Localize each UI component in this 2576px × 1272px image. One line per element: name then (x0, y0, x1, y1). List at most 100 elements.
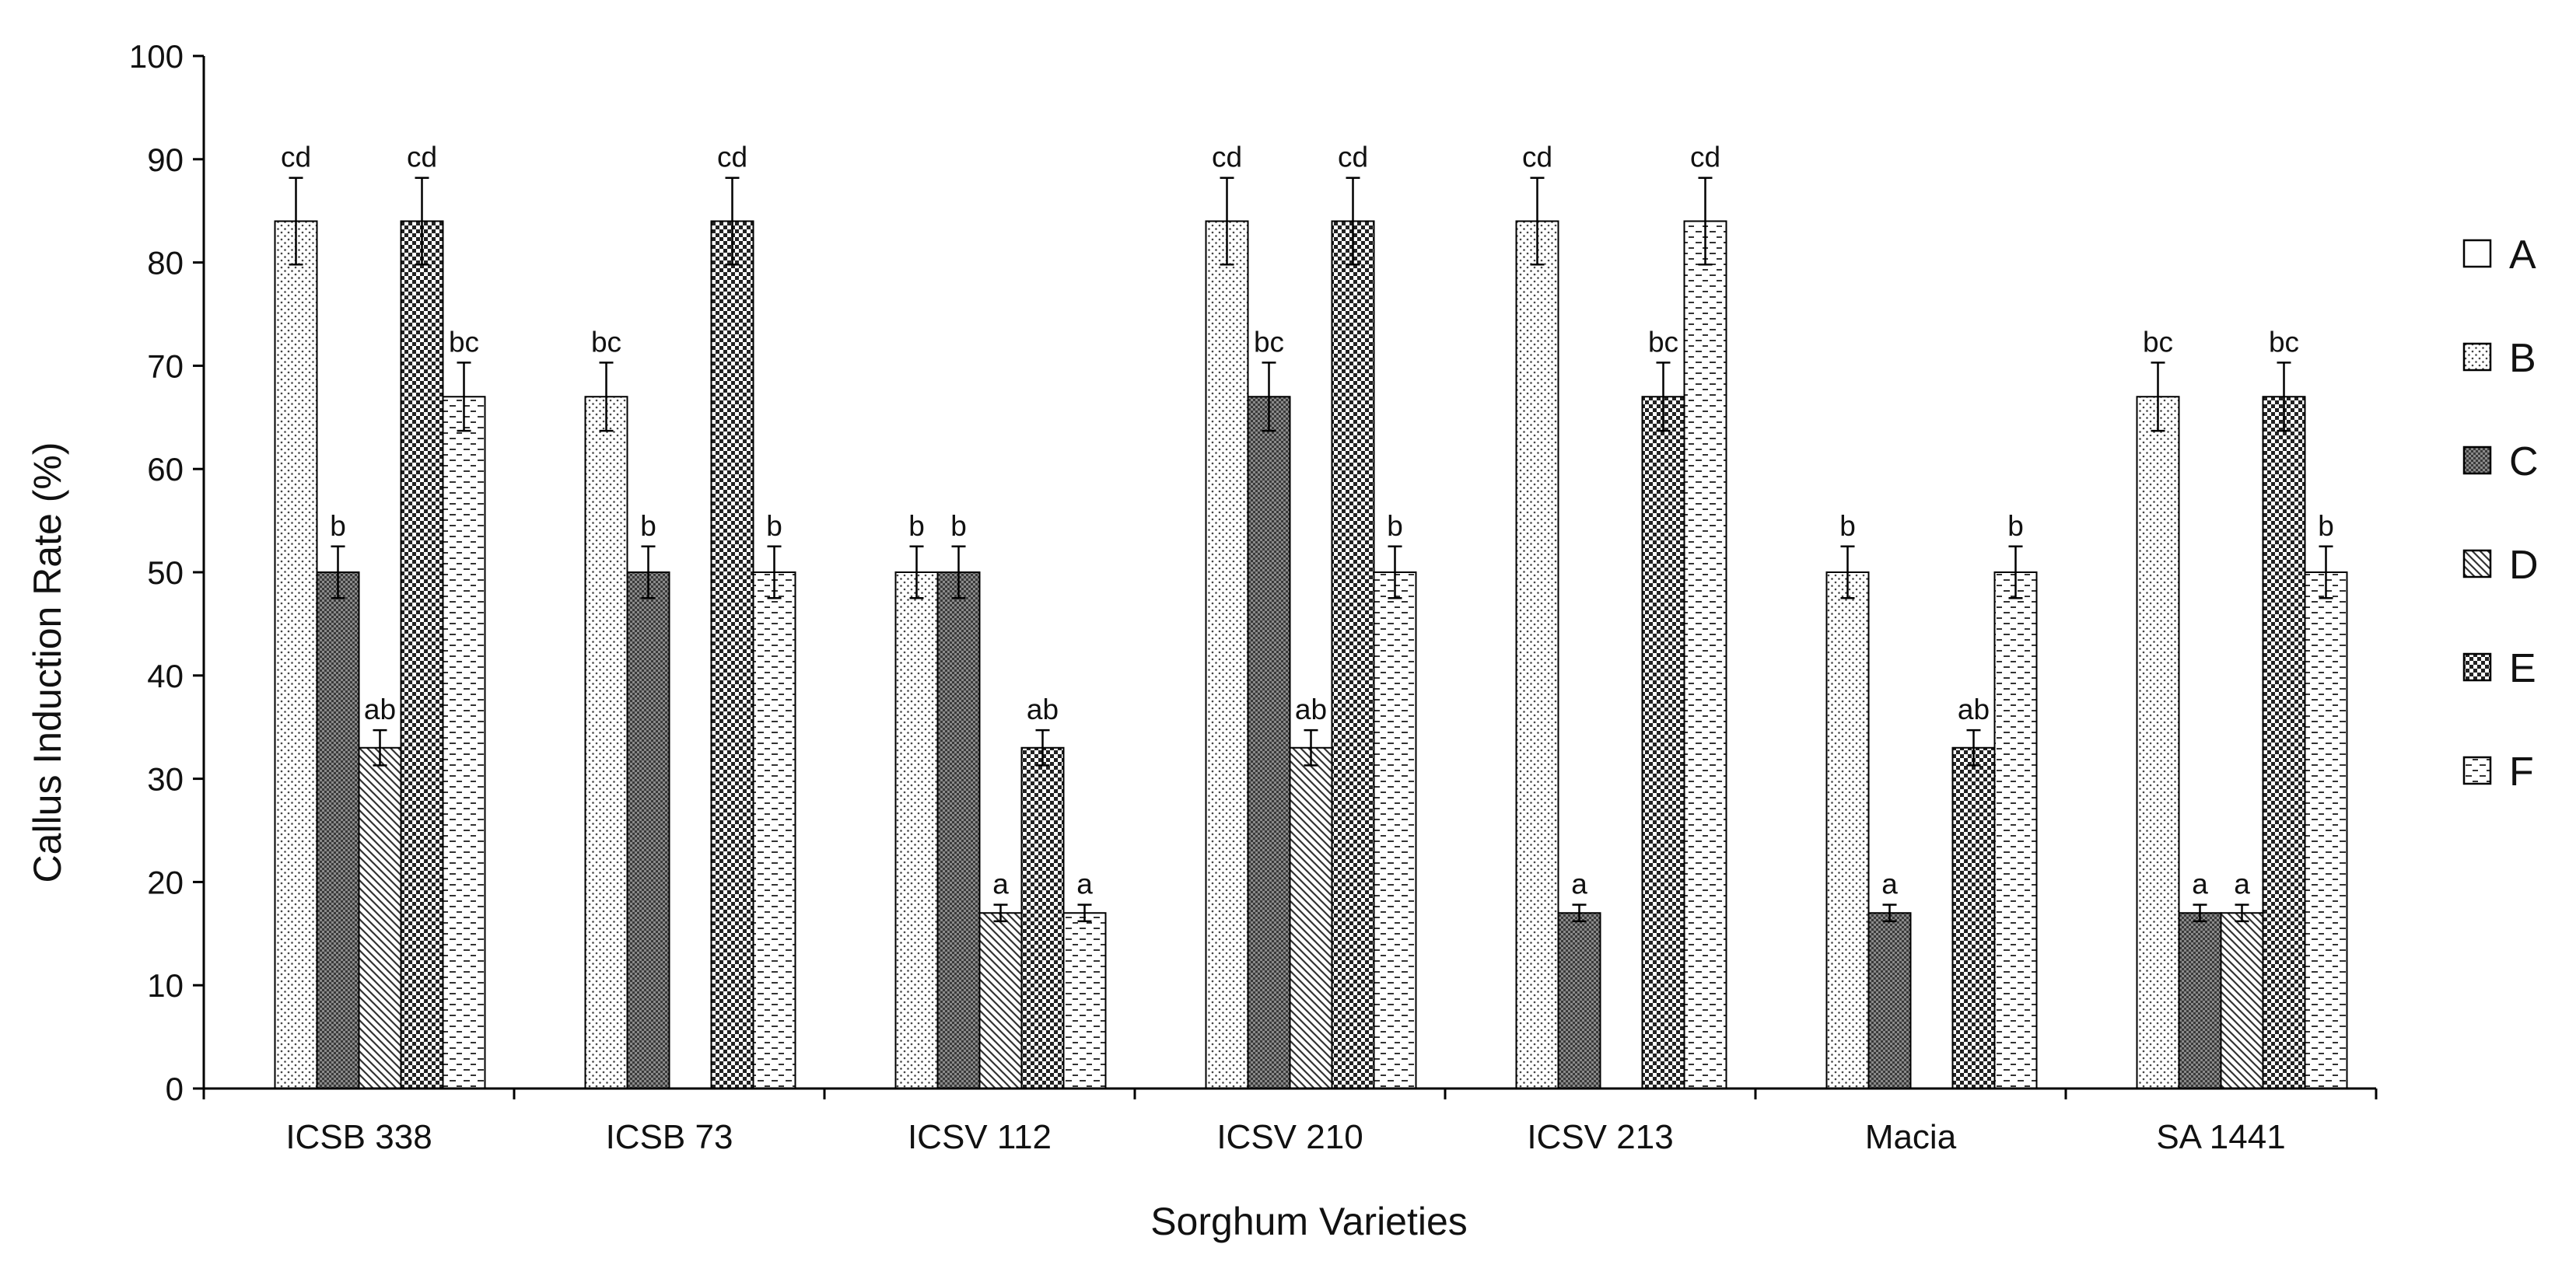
significance-label: ab (1027, 694, 1059, 725)
significance-label: a (992, 868, 1009, 900)
y-tick-label: 80 (147, 245, 184, 281)
bar-b (2136, 396, 2180, 1089)
significance-label: cd (1690, 142, 1720, 173)
bar-c (1867, 912, 1912, 1089)
bar-b (1825, 571, 1870, 1089)
bar-f (2304, 571, 2348, 1089)
bar-f (442, 396, 486, 1089)
legend-swatch-b (2462, 342, 2492, 372)
bar-f (1993, 571, 2038, 1089)
x-categories: ICSB 338 ICSB 73 ICSV 112 ICSV 210 ICSV 213 M… (202, 1089, 2378, 1156)
significance-label: cd (281, 142, 311, 173)
legend-swatch-e (2462, 652, 2492, 682)
legend-swatch-d (2462, 549, 2492, 578)
significance-label: cd (1522, 142, 1552, 173)
y-tick-label: 30 (147, 761, 184, 798)
significance-label: bc (2269, 326, 2299, 358)
legend-swatch-c (2462, 446, 2492, 475)
legend-label-e: E (2509, 646, 2536, 691)
y-tick-label: 10 (147, 967, 184, 1004)
bar-d (978, 912, 1023, 1089)
significance-label: a (1881, 868, 1898, 900)
bar-b (1205, 220, 1249, 1090)
bar-f (1062, 912, 1107, 1089)
y-tick-label: 60 (147, 451, 184, 487)
legend: A B C D E F (2462, 232, 2539, 795)
significance-label: a (2234, 868, 2250, 900)
bar-c (626, 571, 670, 1089)
legend-swatch-a (2462, 239, 2492, 268)
y-tick-label: 40 (147, 658, 184, 694)
x-category-label: ICSV 210 (1216, 1118, 1363, 1156)
significance-label: cd (1212, 142, 1242, 173)
significance-label: a (1571, 868, 1587, 900)
bar-e (710, 220, 754, 1090)
significance-label: b (950, 510, 967, 542)
bar-d (358, 746, 402, 1089)
bar-c (1557, 912, 1601, 1089)
bar-c (936, 571, 981, 1089)
y-ticks: 0 10 20 30 40 50 60 70 80 90 100 (129, 38, 204, 1107)
significance-label: bc (1648, 326, 1678, 358)
significance-label: cd (1338, 142, 1368, 173)
bar-c (1247, 396, 1291, 1089)
x-category-label: ICSB 338 (285, 1118, 432, 1156)
significance-label: b (330, 510, 346, 542)
significance-label: a (2192, 868, 2208, 900)
bar-e (1331, 220, 1375, 1090)
y-tick-label: 70 (147, 348, 184, 384)
x-category-label: ICSV 112 (908, 1118, 1052, 1156)
legend-label-b: B (2509, 336, 2536, 381)
x-axis-title: Sorghum Varieties (1150, 1200, 1468, 1243)
significance-label: ab (364, 694, 396, 725)
bar-f (1373, 571, 1417, 1089)
significance-label: ab (1958, 694, 1990, 725)
x-category-label: ICSV 213 (1527, 1118, 1673, 1156)
significance-label: b (766, 510, 782, 542)
significance-label: bc (449, 326, 479, 358)
bar-b (894, 571, 939, 1089)
significance-label: b (2318, 510, 2334, 542)
legend-label-f: F (2509, 750, 2534, 795)
bar-d (1289, 746, 1333, 1089)
bar-f (1683, 220, 1727, 1090)
significance-label: cd (717, 142, 747, 173)
significance-label: b (1387, 510, 1403, 542)
bar-e (400, 220, 444, 1090)
legend-label-c: C (2509, 439, 2539, 484)
bar-b (584, 396, 628, 1089)
y-tick-label: 50 (147, 554, 184, 591)
bar-e (1020, 746, 1065, 1089)
significance-label: a (1076, 868, 1093, 900)
bar-d (2220, 912, 2264, 1089)
significance-label: bc (2143, 326, 2173, 358)
y-tick-label: 0 (166, 1071, 184, 1107)
significance-label: b (1839, 510, 1856, 542)
bar-b (1515, 220, 1559, 1090)
significance-label: bc (591, 326, 621, 358)
y-tick-label: 20 (147, 864, 184, 900)
legend-label-d: D (2509, 543, 2539, 588)
legend-swatch-f (2462, 756, 2492, 785)
significance-label: ab (1295, 694, 1327, 725)
x-category-label: Macia (1865, 1118, 1957, 1156)
y-tick-label: 100 (129, 38, 184, 75)
significance-label: b (908, 510, 925, 542)
bar-f (752, 571, 796, 1089)
significance-label: cd (407, 142, 437, 173)
bar-c (2178, 912, 2222, 1089)
significance-label: bc (1254, 326, 1284, 358)
significance-label: b (2007, 510, 2024, 542)
legend-label-a: A (2509, 232, 2536, 278)
y-tick-label: 90 (147, 142, 184, 178)
x-category-label: SA 1441 (2156, 1118, 2285, 1156)
bar-b (274, 220, 318, 1090)
bar-c (316, 571, 360, 1089)
bar-e (2262, 396, 2306, 1089)
bar-e (1951, 746, 1996, 1089)
x-category-label: ICSB 73 (606, 1118, 733, 1156)
bar-e (1641, 396, 1685, 1089)
significance-label: b (640, 510, 656, 542)
